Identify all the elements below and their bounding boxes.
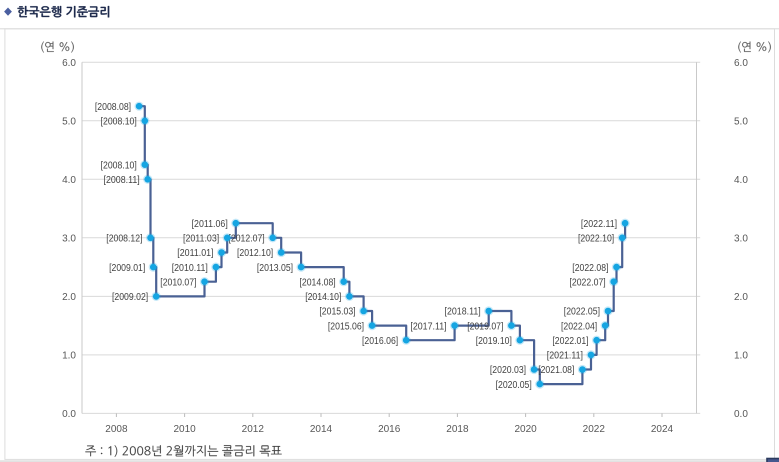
svg-text:[2008.10]: [2008.10] xyxy=(101,160,137,171)
svg-text:[2011.01]: [2011.01] xyxy=(177,248,213,259)
svg-text:[2008.10]: [2008.10] xyxy=(101,117,137,128)
svg-text:[2019.07]: [2019.07] xyxy=(467,321,503,332)
svg-text:2024: 2024 xyxy=(651,424,674,435)
svg-text:[2016.06]: [2016.06] xyxy=(362,336,398,347)
svg-text:[2021.08]: [2021.08] xyxy=(538,365,574,376)
svg-text:[2017.11]: [2017.11] xyxy=(410,321,446,332)
svg-text:[2012.10]: [2012.10] xyxy=(237,248,273,259)
svg-text:[2014.10]: [2014.10] xyxy=(305,292,341,303)
svg-text:[2018.11]: [2018.11] xyxy=(445,307,481,318)
svg-text:3.0: 3.0 xyxy=(62,234,76,245)
svg-text:[2012.07]: [2012.07] xyxy=(229,234,265,245)
svg-text:5.0: 5.0 xyxy=(62,117,76,128)
svg-text:2020: 2020 xyxy=(514,424,537,435)
svg-text:6.0: 6.0 xyxy=(734,58,748,69)
svg-text:[2022.07]: [2022.07] xyxy=(570,277,606,288)
svg-text:2014: 2014 xyxy=(310,424,333,435)
svg-text:[2021.11]: [2021.11] xyxy=(547,351,583,362)
svg-text:[2008.08]: [2008.08] xyxy=(95,102,131,113)
svg-text:[2022.11]: [2022.11] xyxy=(581,219,617,230)
svg-text:[2011.03]: [2011.03] xyxy=(183,234,219,245)
svg-text:1.0: 1.0 xyxy=(734,351,748,362)
svg-text:[2010.11]: [2010.11] xyxy=(172,263,208,274)
svg-text:[2022.08]: [2022.08] xyxy=(572,263,608,274)
svg-text:2008: 2008 xyxy=(105,424,128,435)
svg-text:1.0: 1.0 xyxy=(62,351,76,362)
svg-text:[2009.02]: [2009.02] xyxy=(112,292,148,303)
svg-text:2012: 2012 xyxy=(242,424,265,435)
svg-text:2010: 2010 xyxy=(173,424,196,435)
svg-text:[2015.06]: [2015.06] xyxy=(328,321,364,332)
svg-text:4.0: 4.0 xyxy=(62,175,76,186)
svg-text:2022: 2022 xyxy=(583,424,606,435)
svg-text:[2022.01]: [2022.01] xyxy=(552,336,588,347)
svg-text:[2010.07]: [2010.07] xyxy=(160,277,196,288)
svg-text:[2020.03]: [2020.03] xyxy=(490,365,526,376)
svg-text:[2014.08]: [2014.08] xyxy=(300,277,336,288)
svg-text:2018: 2018 xyxy=(446,424,469,435)
svg-text:[2013.05]: [2013.05] xyxy=(257,263,293,274)
svg-text:0.0: 0.0 xyxy=(62,409,76,420)
svg-text:[2011.06]: [2011.06] xyxy=(192,219,228,230)
svg-text:[2022.05]: [2022.05] xyxy=(564,307,600,318)
svg-text:[2022.10]: [2022.10] xyxy=(578,234,614,245)
svg-text:2016: 2016 xyxy=(378,424,401,435)
svg-text:[2008.11]: [2008.11] xyxy=(104,175,140,186)
svg-text:0.0: 0.0 xyxy=(734,409,748,420)
svg-text:[2020.05]: [2020.05] xyxy=(496,380,532,391)
svg-text:3.0: 3.0 xyxy=(734,234,748,245)
svg-text:6.0: 6.0 xyxy=(62,58,76,69)
svg-text:[2009.01]: [2009.01] xyxy=(109,263,145,274)
svg-text:[2015.03]: [2015.03] xyxy=(319,307,355,318)
svg-text:[2008.12]: [2008.12] xyxy=(106,234,142,245)
svg-text:[2022.04]: [2022.04] xyxy=(561,321,597,332)
svg-text:[2019.10]: [2019.10] xyxy=(476,336,512,347)
svg-text:4.0: 4.0 xyxy=(734,175,748,186)
svg-text:5.0: 5.0 xyxy=(734,117,748,128)
svg-text:2.0: 2.0 xyxy=(62,292,76,303)
svg-text:2.0: 2.0 xyxy=(734,292,748,303)
